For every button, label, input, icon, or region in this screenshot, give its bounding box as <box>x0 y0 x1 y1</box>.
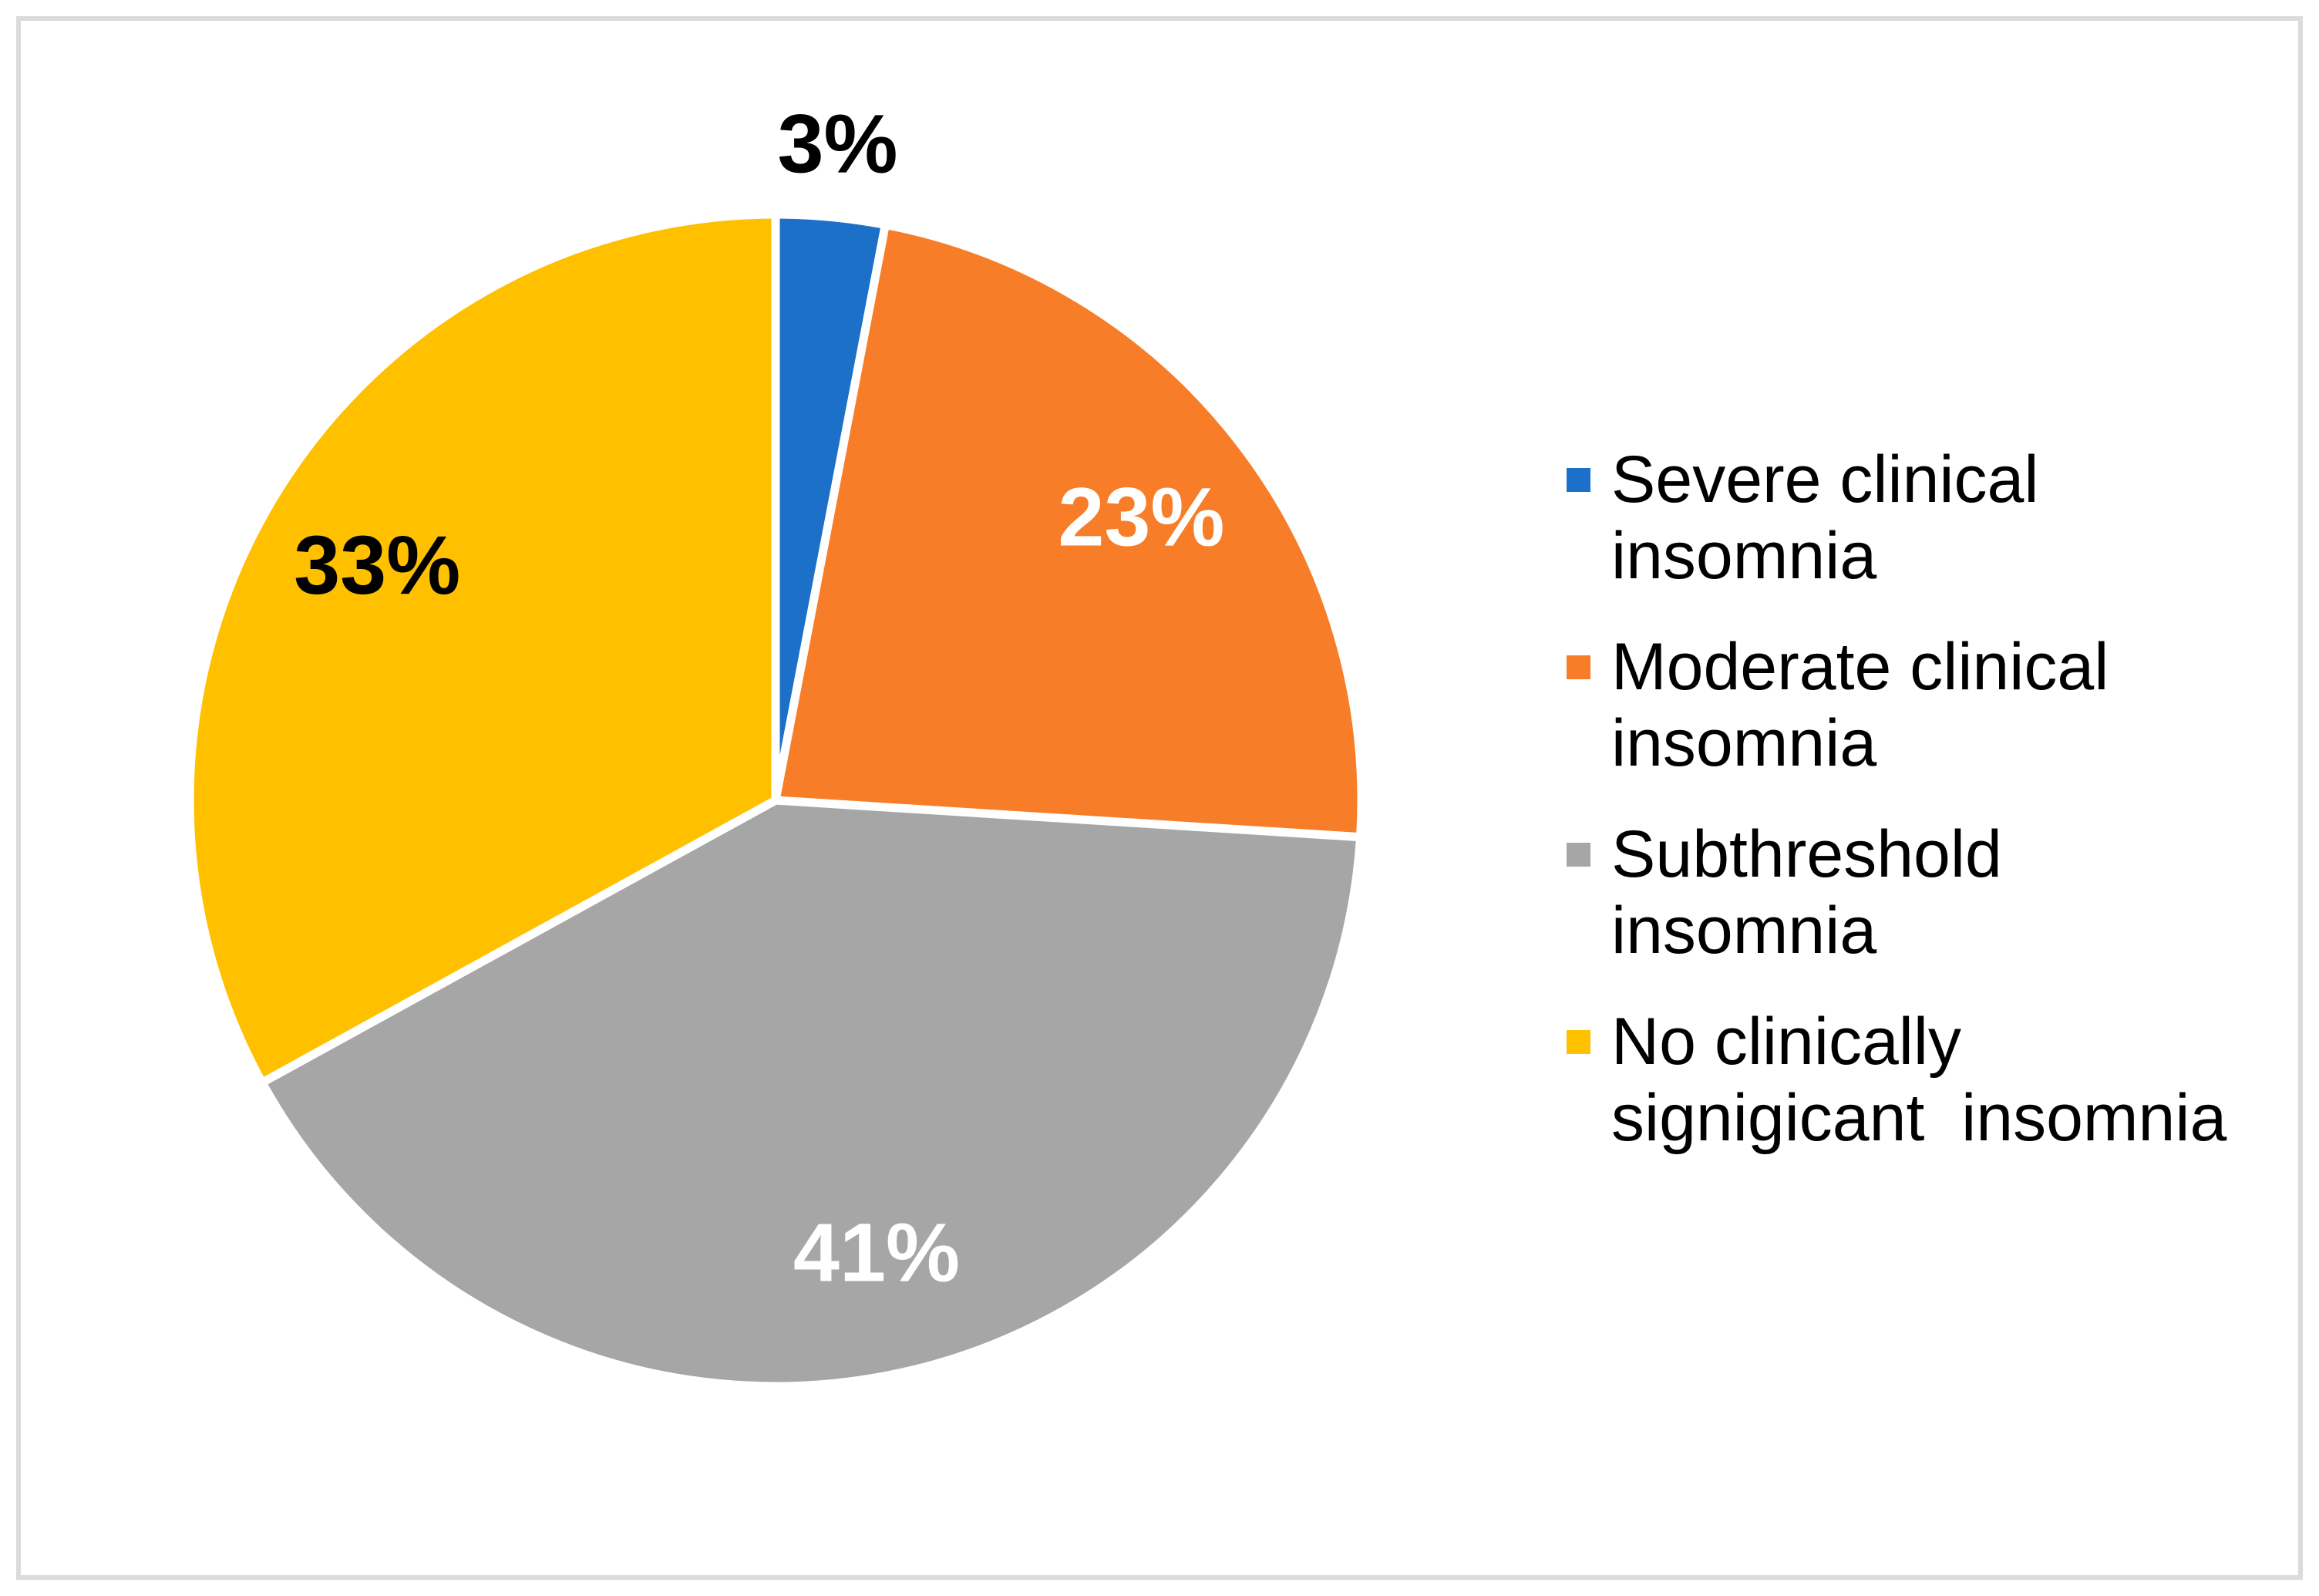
slice-label-no-clinically-signigicant-insomnia: 33% <box>294 518 460 611</box>
slice-label-subthreshold-insomnia: 41% <box>793 1205 960 1298</box>
legend-swatch-moderate-clinical-insomnia <box>1567 655 1590 679</box>
legend-item-no-clinically-significant-insomnia: No clinically signigicant insomnia <box>1567 1004 2291 1157</box>
legend-label-line: Subthreshold <box>1611 817 2002 891</box>
slice-label-severe-clinical-insomnia: 3% <box>777 97 897 190</box>
legend-swatch-subthreshold-insomnia <box>1567 843 1590 867</box>
slice-label-moderate-clinical-insomnia: 23% <box>1058 470 1224 564</box>
legend-label-line: signigicant insomnia <box>1611 1081 2227 1155</box>
legend-label-moderate-clinical-insomnia: Moderate clinical insomnia <box>1611 629 2109 782</box>
pie-slice-moderate-clinical-insomnia <box>770 220 1366 842</box>
legend-item-subthreshold-insomnia: Subthreshold insomnia <box>1567 817 2291 969</box>
legend-swatch-no-clinically-significant-insomnia <box>1567 1030 1590 1054</box>
legend-label-line: Severe clinical <box>1611 443 2039 517</box>
chart-border-frame <box>16 16 2303 1580</box>
legend: Severe clinical insomnia Moderate clinic… <box>1567 442 2291 1191</box>
legend-label-line: No clinically <box>1611 1005 1962 1079</box>
pie-slice-no-clinically-signigicant-insomnia <box>185 210 780 1089</box>
legend-swatch-severe-clinical-insomnia <box>1567 468 1590 492</box>
pie-slice-subthreshold-insomnia <box>256 796 1365 1391</box>
legend-label-subthreshold-insomnia: Subthreshold insomnia <box>1611 817 2002 969</box>
legend-label-severe-clinical-insomnia: Severe clinical insomnia <box>1611 442 2038 594</box>
legend-label-line: insomnia <box>1611 894 1877 968</box>
legend-item-moderate-clinical-insomnia: Moderate clinical insomnia <box>1567 629 2291 782</box>
legend-label-no-clinically-significant-insomnia: No clinically signigicant insomnia <box>1611 1004 2226 1157</box>
legend-label-line: Moderate clinical <box>1611 630 2109 704</box>
legend-label-line: insomnia <box>1611 519 1877 593</box>
legend-item-severe-clinical-insomnia: Severe clinical insomnia <box>1567 442 2291 594</box>
legend-label-line: insomnia <box>1611 706 1877 780</box>
